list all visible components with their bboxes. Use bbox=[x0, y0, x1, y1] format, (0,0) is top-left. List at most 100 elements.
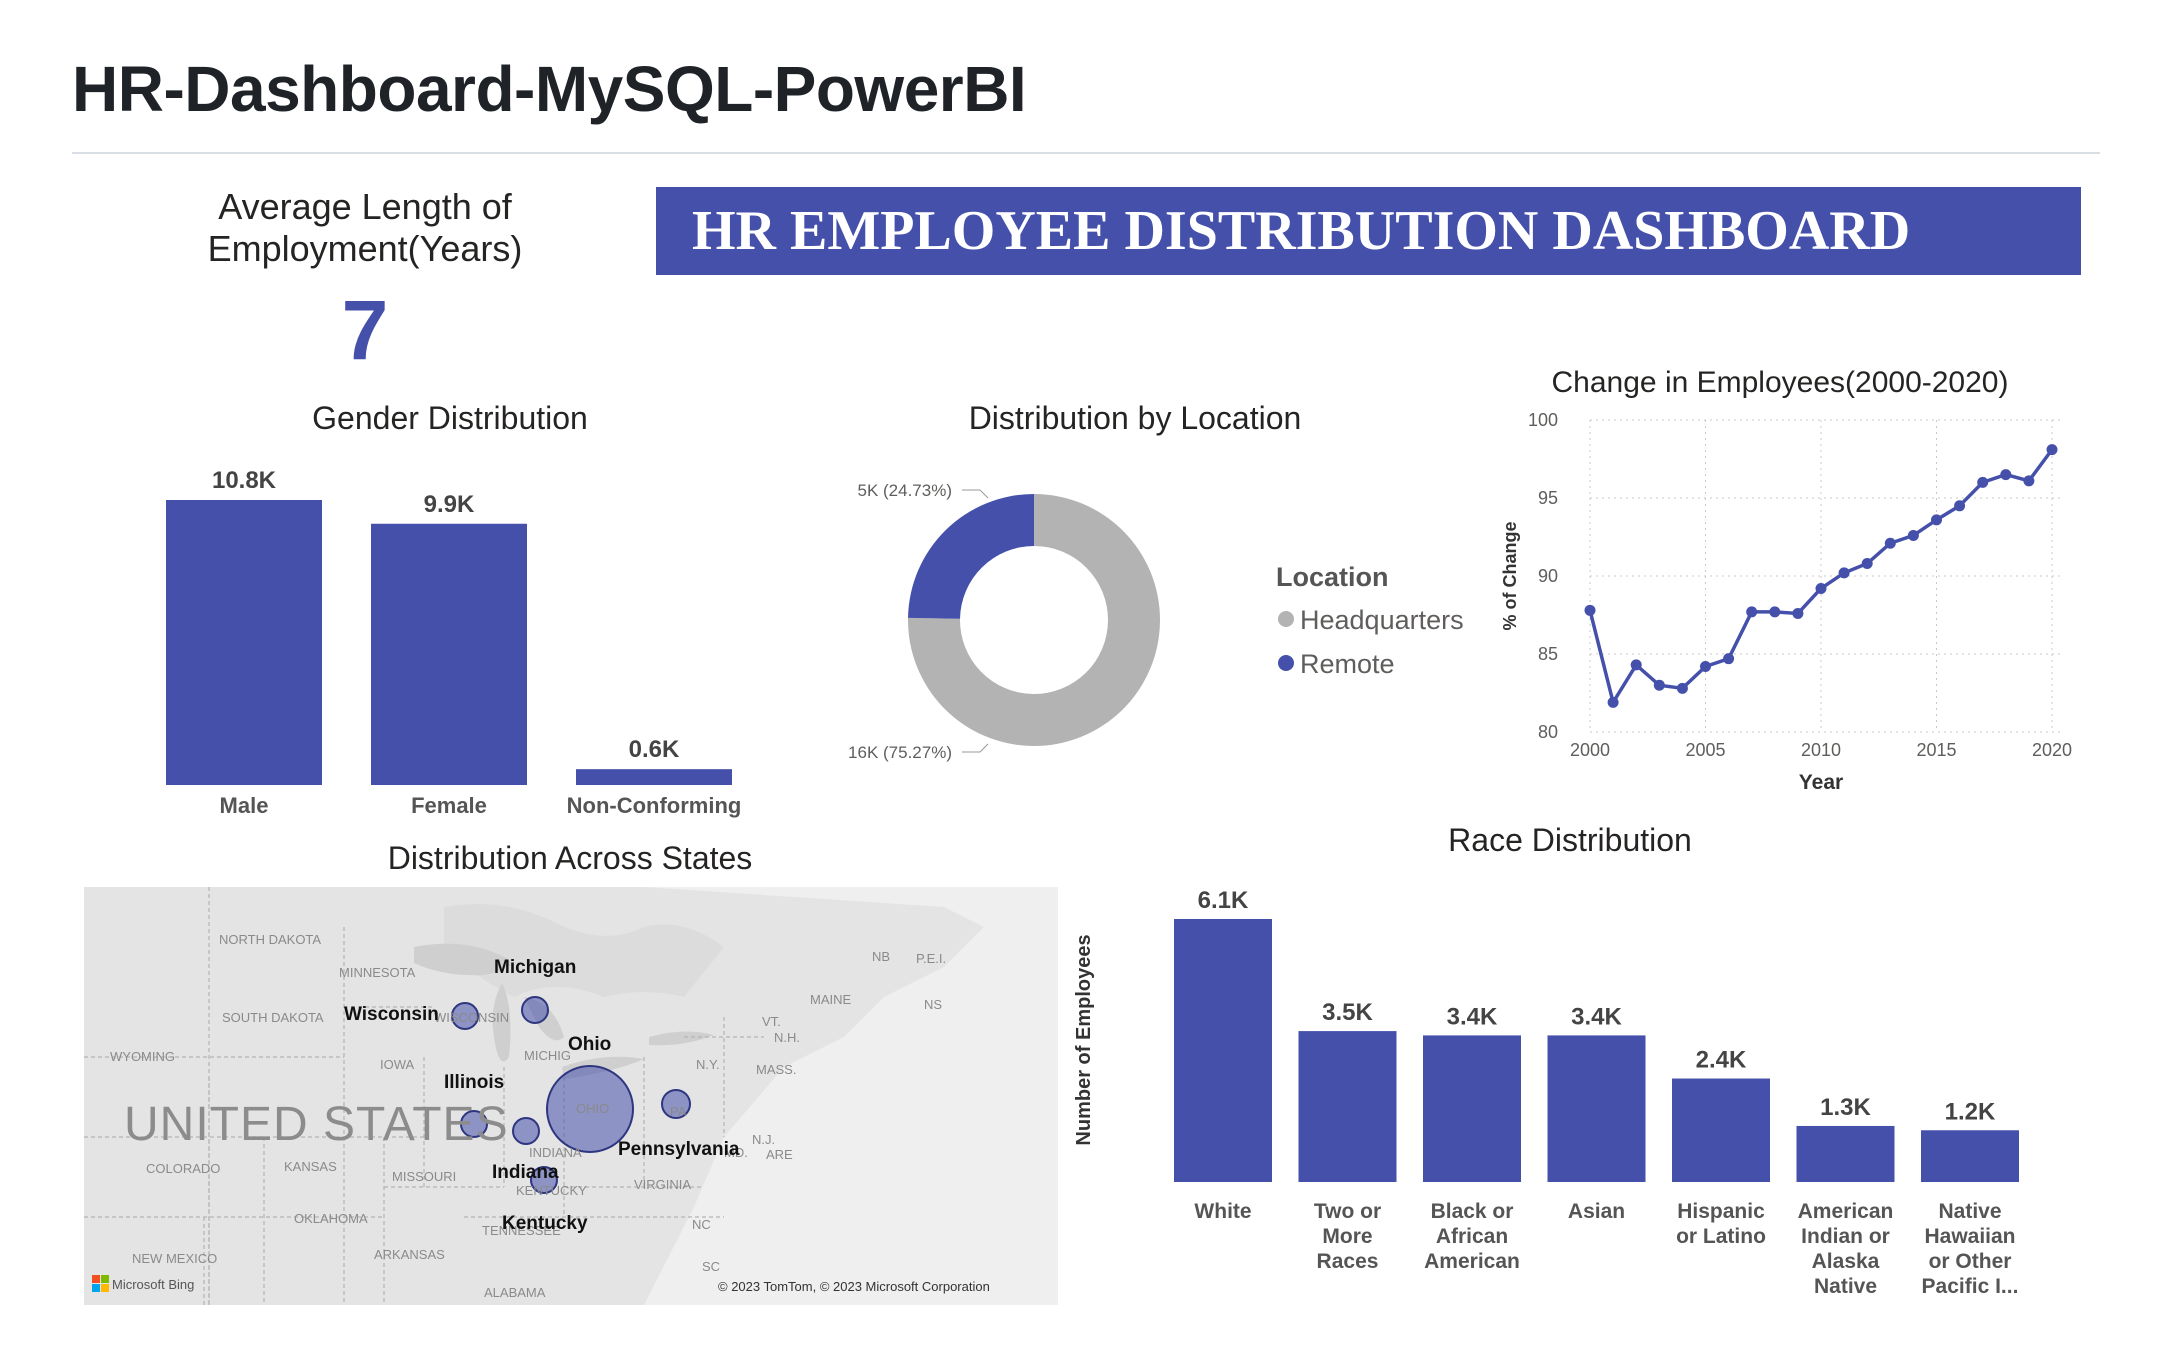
trend-point[interactable] bbox=[1769, 606, 1781, 618]
indiana-bubble[interactable] bbox=[512, 1117, 540, 1145]
trend-point[interactable] bbox=[1723, 653, 1735, 665]
race-bar[interactable] bbox=[1672, 1078, 1770, 1182]
race-bar[interactable] bbox=[1921, 1130, 2019, 1182]
location-chart: 5K (24.73%) 16K (75.27%) Location Headquart… bbox=[848, 481, 1464, 762]
race-bar[interactable] bbox=[1423, 1035, 1521, 1182]
trend-point[interactable] bbox=[1607, 696, 1619, 708]
lake-ontario-shape bbox=[649, 1031, 714, 1046]
trend-chart: 80 85 90 95 100 2000 2005 2010 2015 2020 Year % of … bbox=[1500, 410, 2072, 794]
kpi-value: 7 bbox=[341, 283, 389, 377]
y-tick-label: 80 bbox=[1538, 722, 1558, 742]
pennsylvania-bubble[interactable] bbox=[661, 1089, 691, 1119]
map-title: Distribution Across States bbox=[387, 840, 753, 876]
lake-superior-shape bbox=[414, 943, 511, 976]
map-base-label: NORTH DAKOTA bbox=[219, 932, 322, 947]
kpi-label-line2: Employment(Years) bbox=[207, 228, 523, 269]
trend-point[interactable] bbox=[1746, 606, 1758, 618]
gender-bar[interactable] bbox=[166, 500, 322, 785]
trend-point[interactable] bbox=[1907, 529, 1919, 541]
trend-point[interactable] bbox=[1630, 659, 1642, 671]
trend-point[interactable] bbox=[1792, 607, 1804, 619]
map-state-label: Illinois bbox=[444, 1072, 505, 1093]
race-category-label: White bbox=[1194, 1200, 1251, 1223]
trend-point[interactable] bbox=[1838, 567, 1850, 579]
illinois-bubble[interactable] bbox=[460, 1110, 488, 1138]
race-category-label: Native Hawaiian or Other Pacific I... bbox=[1922, 1200, 2019, 1298]
race-data-label: 3.5K bbox=[1322, 999, 1373, 1026]
donut-slice-headquarters[interactable] bbox=[908, 494, 1160, 746]
race-data-label: 1.2K bbox=[1945, 1098, 1996, 1125]
map-base-label: MAINE bbox=[810, 992, 852, 1007]
legend-item-headquarters[interactable]: Headquarters bbox=[1300, 605, 1464, 635]
trend-point[interactable] bbox=[1584, 604, 1596, 616]
bing-logo-icon bbox=[92, 1275, 110, 1293]
legend-marker-headquarters bbox=[1278, 611, 1294, 627]
map-base-label: MASS. bbox=[756, 1062, 797, 1077]
trend-point[interactable] bbox=[1931, 514, 1942, 526]
legend-title: Location bbox=[1276, 562, 1389, 592]
map-base-label: ALABAMA bbox=[484, 1285, 546, 1300]
trend-point[interactable] bbox=[2023, 475, 2035, 487]
race-bar[interactable] bbox=[1796, 1125, 1895, 1182]
gender-bar[interactable] bbox=[576, 769, 732, 785]
gender-data-label: 0.6K bbox=[629, 736, 680, 763]
legend-item-remote[interactable]: Remote bbox=[1300, 649, 1395, 679]
race-bar[interactable] bbox=[1547, 1035, 1646, 1182]
trend-point[interactable] bbox=[1700, 660, 1711, 672]
map-state-label: Kentucky bbox=[502, 1213, 588, 1234]
gender-category-label: Non-Conforming bbox=[567, 793, 742, 818]
ocean-shape bbox=[644, 887, 1058, 1305]
map-base-label: P.E.I. bbox=[916, 951, 947, 966]
trend-point[interactable] bbox=[1676, 682, 1688, 694]
trend-point[interactable] bbox=[1884, 537, 1896, 549]
map-state-label: Michigan bbox=[494, 957, 577, 978]
map-base-label: N.H. bbox=[774, 1030, 800, 1045]
map-base-label: OHIO bbox=[576, 1101, 610, 1116]
trend-point[interactable] bbox=[1954, 500, 1966, 512]
trend-point[interactable] bbox=[1861, 558, 1873, 570]
map-base-label: N.J. bbox=[752, 1132, 776, 1147]
donut-label-remote: 5K (24.73%) bbox=[858, 481, 953, 500]
map-base-label: IOWA bbox=[380, 1057, 415, 1072]
race-category-label: Hispanic or Latino bbox=[1676, 1200, 1766, 1248]
gender-chart: 10.8K Male 9.9K Female 0.6K Non-Conforming bbox=[166, 467, 742, 818]
x-tick-label: 2010 bbox=[1801, 740, 1841, 760]
trend-point[interactable] bbox=[1653, 679, 1665, 691]
map-base-label: MD. bbox=[724, 1145, 748, 1160]
donut-slice-remote[interactable] bbox=[908, 494, 1034, 619]
trend-point[interactable] bbox=[2046, 444, 2058, 456]
ohio-bubble[interactable] bbox=[546, 1065, 634, 1153]
race-data-label: 2.4K bbox=[1696, 1047, 1747, 1074]
page-title: HR-Dashboard-MySQL-PowerBI bbox=[72, 53, 1027, 125]
y-tick-label: 90 bbox=[1538, 566, 1558, 586]
trend-point[interactable] bbox=[1815, 582, 1827, 594]
map-base-label: N.Y. bbox=[696, 1057, 720, 1072]
states-map[interactable]: NORTH DAKOTA MINNESOTA SOUTH DAKOTA WYOMING… bbox=[84, 887, 1058, 1305]
gender-bar[interactable] bbox=[371, 523, 527, 785]
wisconsin-bubble[interactable] bbox=[451, 1002, 479, 1030]
race-bar[interactable] bbox=[1174, 919, 1272, 1182]
map-base-label: MISSOURI bbox=[392, 1169, 457, 1184]
michigan-bubble[interactable] bbox=[521, 996, 549, 1024]
gender-data-label: 10.8K bbox=[212, 467, 277, 494]
map-base-label: NC bbox=[692, 1217, 711, 1232]
race-chart-title: Race Distribution bbox=[1448, 822, 1692, 858]
trend-point[interactable] bbox=[2000, 469, 2012, 481]
trend-point[interactable] bbox=[1977, 476, 1989, 488]
gender-category-label: Female bbox=[411, 793, 487, 818]
map-base-label: SC bbox=[702, 1259, 721, 1274]
y-tick-label: 85 bbox=[1538, 644, 1558, 664]
map-base-label: ARKANSAS bbox=[374, 1247, 445, 1262]
dashboard-banner: HR EMPLOYEE DISTRIBUTION DASHBOARD bbox=[656, 187, 2081, 275]
gender-chart-title: Gender Distribution bbox=[312, 400, 588, 436]
kentucky-bubble[interactable] bbox=[530, 1166, 558, 1194]
map-base-label: PA bbox=[670, 1104, 687, 1119]
race-bar[interactable] bbox=[1298, 1031, 1397, 1182]
bing-logo-text: Microsoft Bing bbox=[112, 1277, 195, 1292]
lake-michigan-shape bbox=[492, 983, 511, 1062]
map-base-label: WISCONSIN bbox=[434, 1010, 510, 1025]
trend-chart-title: Change in Employees(2000-2020) bbox=[1551, 366, 2009, 399]
y-axis-label: % of Change bbox=[1500, 521, 1520, 630]
race-category-label: Two or More Races bbox=[1314, 1200, 1381, 1273]
location-chart-title: Distribution by Location bbox=[968, 400, 1302, 436]
